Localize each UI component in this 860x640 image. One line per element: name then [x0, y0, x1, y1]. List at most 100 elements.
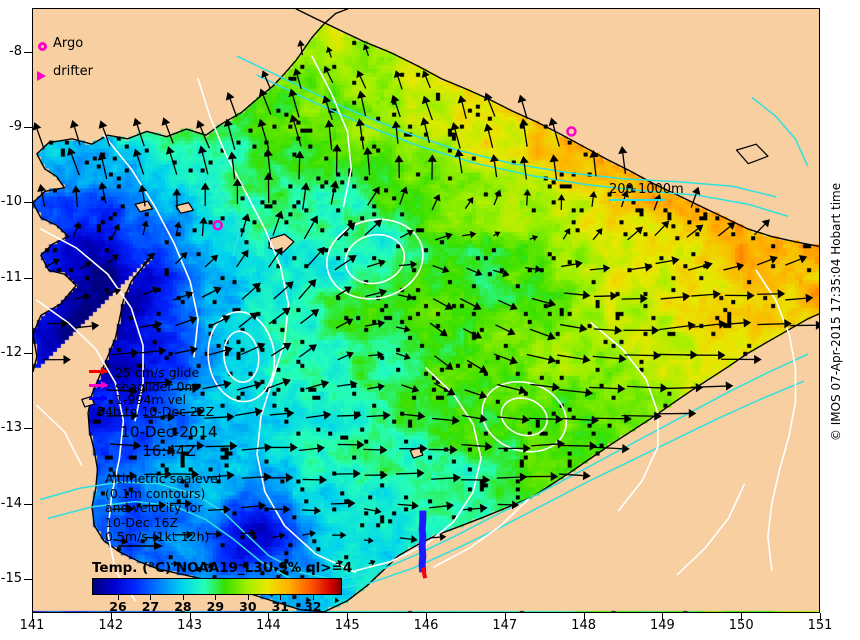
velocity-arrow: [70, 119, 81, 146]
colorbar-tick-mark: [182, 595, 184, 600]
velocity-arrow: [332, 143, 342, 176]
velocity-arrow: [271, 442, 298, 453]
velocity-arrow: [393, 70, 403, 90]
x-tick-mark: [426, 613, 427, 621]
velocity-arrow: [267, 473, 294, 483]
velocity-arrow: [138, 184, 148, 207]
velocity-arrow: [432, 415, 460, 426]
velocity-arrow: [366, 259, 386, 268]
velocity-arrow: [132, 148, 145, 175]
velocity-arrow: [399, 443, 428, 454]
x-axis-label: 142: [98, 618, 124, 633]
velocity-arrow: [688, 260, 713, 271]
velocity-arrow: [691, 289, 721, 299]
velocity-arrow: [530, 382, 560, 392]
velocity-arrow: [655, 256, 680, 266]
sealevel-contour-closed-3: [500, 397, 548, 437]
velocity-arrow: [431, 193, 441, 211]
velocity-arrow: [466, 267, 483, 277]
bathymetry-contour-1: [256, 74, 789, 217]
velocity-arrow: [401, 411, 426, 421]
sealevel-contour-8: [433, 498, 529, 568]
sealevel-contour-4: [36, 299, 136, 602]
velocity-arrow: [459, 297, 482, 311]
velocity-arrow: [519, 118, 529, 147]
velocity-arrow: [138, 320, 163, 330]
velocity-arrow: [483, 123, 494, 148]
platform-legend-label: Argo: [53, 36, 84, 51]
island-outline-0: [268, 233, 295, 253]
velocity-arrow: [141, 220, 149, 236]
velocity-arrow: [332, 469, 361, 479]
velocity-arrow: [466, 359, 488, 373]
velocity-arrow: [498, 299, 518, 311]
velocity-arrow: [261, 70, 271, 89]
velocity-arrow: [106, 411, 139, 421]
velocity-arrow: [592, 228, 603, 241]
velocity-arrow: [208, 315, 231, 328]
velocity-arrow: [457, 95, 467, 119]
velocity-arrow: [593, 325, 623, 335]
x-axis-label: 148: [571, 618, 597, 633]
velocity-arrow: [420, 117, 431, 144]
velocity-arrow: [366, 410, 391, 421]
velocity-arrow: [165, 146, 178, 175]
velocity-arrow: [686, 350, 726, 360]
velocity-arrow: [238, 561, 250, 569]
colorbar-tick-label: 27: [141, 599, 160, 614]
velocity-arrow: [197, 145, 209, 175]
velocity-arrow: [454, 148, 464, 174]
colorbar-tick-mark: [117, 595, 119, 600]
velocity-arrow: [301, 506, 322, 515]
velocity-arrow: [302, 530, 316, 538]
velocity-arrow: [495, 324, 516, 336]
velocity-arrow: [258, 88, 272, 115]
velocity-arrow: [132, 117, 145, 147]
velocity-arrow: [431, 473, 461, 483]
velocity-arrow: [241, 342, 266, 356]
velocity-arrow: [531, 297, 556, 308]
velocity-arrow: [754, 219, 770, 236]
velocity-arrow: [204, 561, 215, 569]
velocity-arrow: [526, 471, 559, 482]
velocity-arrow: [108, 471, 138, 481]
velocity-arrow: [337, 222, 356, 241]
velocity-arrow: [757, 289, 786, 299]
colorbar-tick-mark: [312, 595, 314, 600]
x-tick-mark: [268, 613, 270, 621]
velocity-arrow: [273, 281, 294, 300]
velocity-arrow: [654, 220, 670, 237]
timestamp-date: 10-Dec-2014: [120, 423, 218, 441]
bathymetry-contour-3: [48, 380, 804, 591]
red-arrow-icon: [89, 367, 108, 375]
bathymetry-contour-2: [40, 353, 808, 581]
velocity-arrow: [561, 259, 583, 269]
y-tick-mark: [24, 353, 32, 355]
seaglider-track: [418, 510, 427, 573]
velocity-arrow: [241, 472, 272, 482]
velocity-arrow: [161, 117, 174, 144]
y-axis-label: -11: [0, 269, 22, 285]
drifter-triangle-icon: [37, 71, 46, 81]
velocity-arrow: [144, 412, 176, 422]
velocity-arrow: [401, 384, 420, 393]
velocity-arrow: [47, 319, 69, 328]
velocity-arrow: [433, 382, 456, 396]
velocity-arrow: [493, 353, 518, 365]
velocity-arrow: [273, 566, 280, 573]
velocity-arrow: [207, 505, 231, 515]
bathymetry-contour-0: [236, 55, 777, 198]
velocity-arrow: [305, 379, 330, 390]
x-axis-label: 143: [177, 618, 203, 633]
map-plot-area[interactable]: [32, 8, 820, 613]
x-axis-label: 141: [19, 618, 45, 633]
map-overlay-layer: [33, 9, 819, 612]
velocity-arrow: [326, 46, 333, 58]
velocity-arrow: [492, 269, 510, 278]
velocity-arrow: [399, 229, 414, 239]
velocity-arrow: [723, 262, 745, 271]
velocity-arrow: [564, 290, 591, 300]
x-tick-mark: [110, 613, 112, 621]
velocity-arrow: [364, 319, 386, 328]
